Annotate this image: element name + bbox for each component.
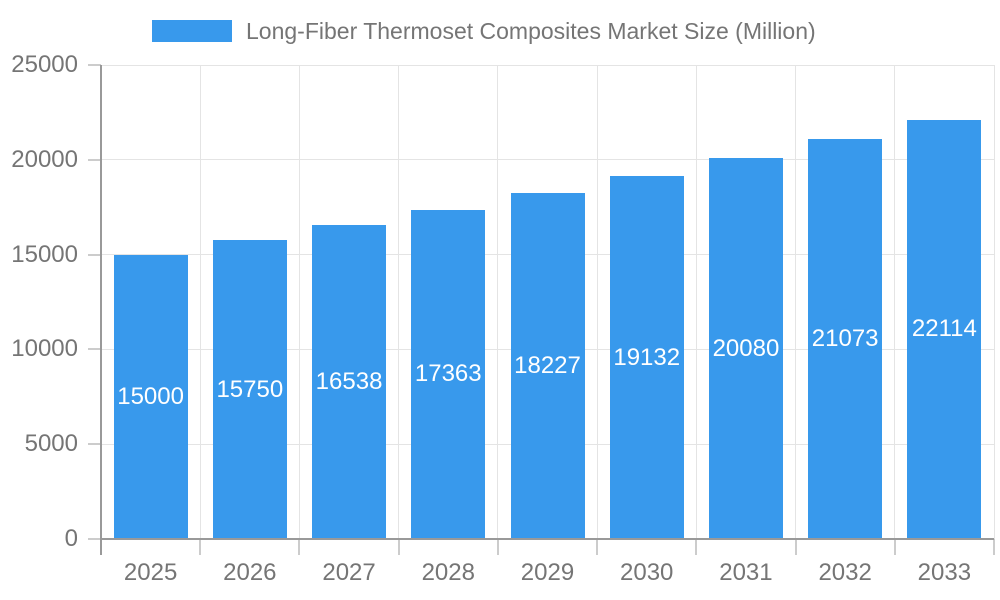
x-gridline [298,65,300,539]
x-axis-tick [298,539,301,555]
x-tick-label: 2025 [123,559,178,586]
x-gridline [993,65,995,539]
x-gridline [497,65,499,539]
bar-value-label: 17363 [414,360,482,388]
y-axis-line [100,65,102,555]
y-axis-tick [88,64,101,66]
bar: 19132 [609,176,684,539]
bar: 20080 [708,158,783,539]
x-gridline [596,65,598,539]
x-tick-label: 2030 [620,559,674,586]
x-tick-label: 2028 [421,559,475,586]
y-axis-tick [88,253,101,256]
bar: 15750 [212,240,287,539]
bar: 15000 [113,254,188,539]
bar: 17363 [411,209,486,539]
y-tick-label: 25000 [11,51,78,78]
x-axis-tick [397,539,400,555]
legend-label: Long-Fiber Thermoset Composites Market S… [246,18,816,44]
y-axis-tick [88,158,101,161]
x-tick-label: 2027 [322,559,376,586]
bar: 21073 [808,139,883,539]
y-axis-tick [88,538,101,540]
x-axis-tick [596,539,599,555]
x-axis-tick [794,539,797,555]
x-axis-tick [893,539,896,555]
x-gridline [795,65,797,539]
x-gridline [894,65,896,539]
x-axis-tick [695,539,698,555]
x-tick-label: 2032 [818,559,872,586]
y-tick-label: 5000 [24,430,78,458]
y-tick-label: 0 [64,525,78,552]
x-axis-tick [199,539,202,555]
y-axis-tick [88,443,101,446]
bar-value-label: 18227 [514,352,581,380]
bar: 18227 [510,193,585,539]
legend-swatch [152,20,232,42]
y-gridline [101,64,994,66]
x-tick-label: 2033 [917,559,972,586]
x-axis-tick [993,539,995,555]
bar-value-label: 19132 [613,343,681,371]
x-gridline [398,65,400,539]
bar-value-label: 21073 [811,325,879,353]
bar: 16538 [312,225,387,539]
bar-value-label: 15750 [216,375,284,403]
x-gridline [199,65,201,539]
legend: Long-Fiber Thermoset Composites Market S… [152,17,816,45]
y-gridline [101,159,994,161]
x-axis-tick [496,539,499,555]
y-tick-label: 15000 [11,240,78,268]
bar-value-label: 15000 [117,382,184,410]
y-axis-tick [88,348,101,351]
x-gridline [695,65,697,539]
y-tick-label: 10000 [11,335,78,363]
x-tick-label: 2029 [520,559,575,586]
bar-value-label: 22114 [911,315,977,343]
y-tick-label: 20000 [11,145,78,173]
x-tick-label: 2026 [223,559,277,586]
bar-value-label: 20080 [712,334,780,362]
bar: 22114 [907,119,982,539]
x-axis-line [101,538,994,540]
x-tick-label: 2031 [719,559,773,586]
bar-value-label: 16538 [315,368,383,396]
